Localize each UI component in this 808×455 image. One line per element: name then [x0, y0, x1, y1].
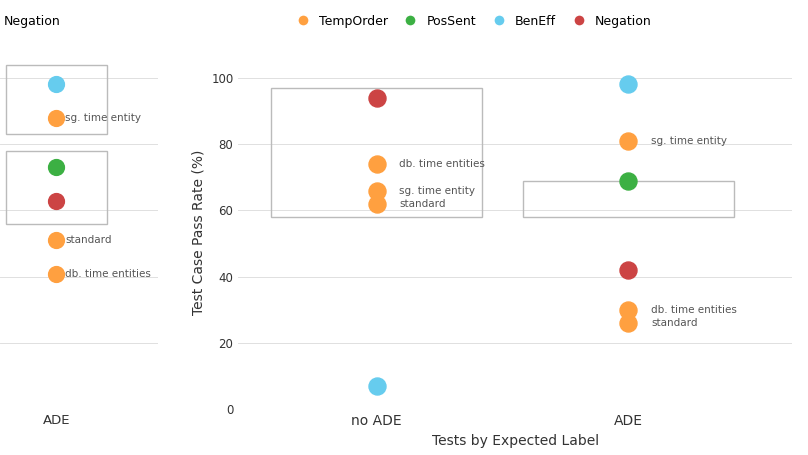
Point [622, 306, 635, 313]
Point [622, 319, 635, 327]
Point [50, 237, 63, 244]
X-axis label: Tests by Expected Label: Tests by Expected Label [431, 434, 599, 448]
Point [370, 161, 383, 168]
Bar [6, 65, 107, 134]
Point [622, 137, 635, 145]
Point [370, 383, 383, 390]
Point [50, 81, 63, 88]
Text: db. time entities: db. time entities [399, 159, 486, 169]
Bar [6, 151, 107, 224]
Text: standard: standard [65, 235, 112, 245]
Bar [271, 88, 482, 217]
Point [50, 114, 63, 121]
Point [50, 197, 63, 204]
Point [622, 267, 635, 274]
Point [50, 270, 63, 277]
Text: sg. time entity: sg. time entity [65, 113, 141, 122]
Text: sg. time entity: sg. time entity [651, 136, 727, 146]
Bar [523, 181, 734, 217]
Point [50, 164, 63, 171]
Point [370, 187, 383, 194]
Legend: TempOrder, PosSent, BenEff, Negation: TempOrder, PosSent, BenEff, Negation [290, 15, 651, 28]
Text: standard: standard [399, 199, 446, 209]
Text: sg. time entity: sg. time entity [399, 186, 475, 196]
Text: db. time entities: db. time entities [651, 305, 737, 315]
Text: db. time entities: db. time entities [65, 268, 151, 278]
Legend: Eff, Negation: Eff, Negation [0, 15, 61, 28]
Point [370, 200, 383, 207]
Point [622, 81, 635, 88]
Point [370, 94, 383, 101]
Text: standard: standard [651, 318, 697, 328]
Point [622, 177, 635, 184]
Y-axis label: Test Case Pass Rate (%): Test Case Pass Rate (%) [191, 149, 206, 315]
